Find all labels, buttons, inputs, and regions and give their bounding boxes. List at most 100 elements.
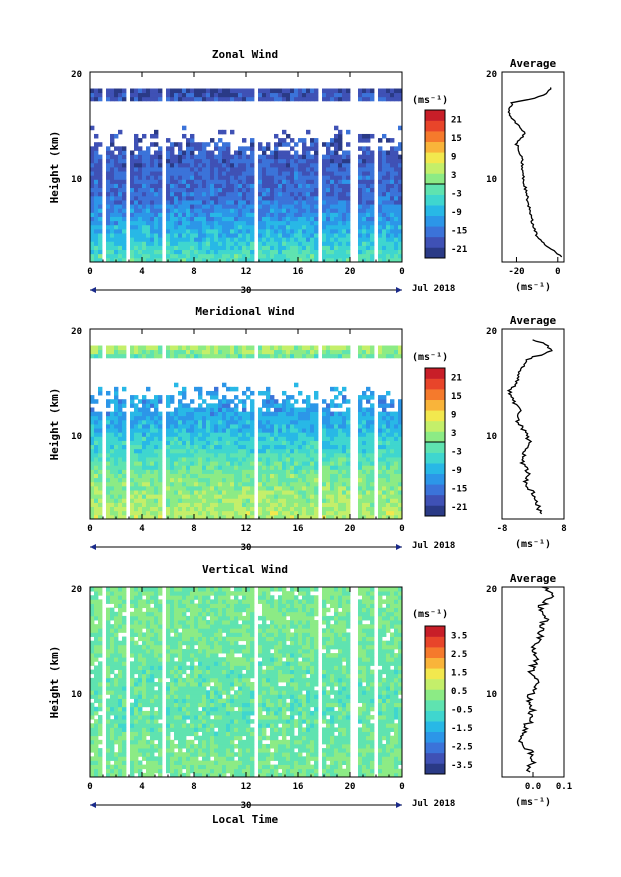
heatmap-cell xyxy=(242,407,246,412)
heatmap-cell xyxy=(314,204,318,209)
heatmap-cell xyxy=(330,245,334,250)
heatmap-cell xyxy=(182,486,186,491)
heatmap-cell xyxy=(266,350,270,355)
heatmap-cell xyxy=(178,407,182,412)
heatmap-cell xyxy=(186,250,190,255)
heatmap-cell xyxy=(262,445,266,450)
heatmap-cell xyxy=(118,146,122,151)
heatmap-cell xyxy=(234,233,238,238)
heatmap-cell xyxy=(226,486,230,491)
heatmap-cell xyxy=(150,237,154,242)
heatmap-cell xyxy=(274,97,278,102)
heatmap-cell xyxy=(222,465,226,470)
heatmap-cell xyxy=(370,97,374,102)
heatmap-cell xyxy=(290,346,294,351)
heatmap-cell xyxy=(222,478,226,483)
heatmap-cell xyxy=(134,208,138,213)
heatmap-cell xyxy=(178,163,182,168)
heatmap-cell xyxy=(246,229,250,234)
heatmap-cell xyxy=(94,221,98,226)
heatmap-cell xyxy=(154,486,158,491)
heatmap-cell xyxy=(246,155,250,160)
heatmap-cell xyxy=(282,511,286,516)
heatmap-cell xyxy=(94,490,98,495)
heatmap-cell xyxy=(154,424,158,429)
heatmap-cell xyxy=(346,428,350,433)
heatmap-cell xyxy=(106,678,110,683)
heatmap-cell xyxy=(238,478,242,483)
heatmap-cell xyxy=(182,250,186,255)
heatmap-cell xyxy=(326,146,330,151)
heatmap-cell xyxy=(98,221,102,226)
heatmap-cell xyxy=(294,97,298,102)
heatmap-cell xyxy=(138,233,142,238)
heatmap-cell xyxy=(394,200,398,205)
heatmap-cell xyxy=(362,465,366,470)
heatmap-cell xyxy=(122,171,126,176)
heatmap-cell xyxy=(250,93,254,98)
heatmap-cell xyxy=(134,494,138,499)
heatmap-cell xyxy=(98,760,102,765)
heatmap-cell xyxy=(334,449,338,454)
heatmap-cell xyxy=(386,163,390,168)
heatmap-cell xyxy=(98,461,102,466)
heatmap-cell xyxy=(186,416,190,421)
heatmap-cell xyxy=(342,412,346,417)
heatmap-cell xyxy=(278,354,282,359)
heatmap-cell xyxy=(266,171,270,176)
heatmap-cell xyxy=(306,208,310,213)
heatmap-cell xyxy=(322,89,326,94)
heatmap-cell xyxy=(238,97,242,102)
heatmap-cell xyxy=(182,478,186,483)
heatmap-cell xyxy=(94,608,98,613)
heatmap-cell xyxy=(286,150,290,155)
heatmap-cell xyxy=(242,482,246,487)
heatmap-cell xyxy=(310,237,314,242)
heatmap-cell xyxy=(118,150,122,155)
heatmap-cell xyxy=(286,175,290,180)
heatmap-cell xyxy=(170,175,174,180)
heatmap-cell xyxy=(134,184,138,189)
heatmap-cell xyxy=(334,250,338,255)
heatmap-cell xyxy=(114,424,118,429)
heatmap-cell xyxy=(122,591,126,596)
heatmap-cell xyxy=(250,241,254,246)
heatmap-cell xyxy=(322,511,326,516)
heatmap-cell xyxy=(290,179,294,184)
heatmap-cell xyxy=(182,126,186,131)
heatmap-cell xyxy=(322,212,326,217)
heatmap-cell xyxy=(154,461,158,466)
heatmap-cell xyxy=(138,221,142,226)
heatmap-cell xyxy=(110,595,114,600)
heatmap-cell xyxy=(210,179,214,184)
heatmap-cell xyxy=(90,250,94,255)
heatmap-cell xyxy=(106,686,110,691)
heatmap-cell xyxy=(266,221,270,226)
heatmap-cell xyxy=(106,346,110,351)
heatmap-cell xyxy=(310,97,314,102)
heatmap-cell xyxy=(166,175,170,180)
heatmap-cell xyxy=(302,233,306,238)
heatmap-cell xyxy=(106,645,110,650)
heatmap-cell xyxy=(206,490,210,495)
heatmap-cell xyxy=(386,192,390,197)
heatmap-cell xyxy=(226,171,230,176)
heatmap-cell xyxy=(298,250,302,255)
heatmap-cell xyxy=(390,507,394,512)
heatmap-cell xyxy=(294,399,298,404)
heatmap-cell xyxy=(370,188,374,193)
heatmap-cell xyxy=(346,130,350,135)
heatmap-cell xyxy=(394,204,398,209)
heatmap-cell xyxy=(90,97,94,102)
heatmap-cell xyxy=(150,441,154,446)
heatmap-cell xyxy=(210,155,214,160)
heatmap-cell xyxy=(142,167,146,172)
heatmap-cell xyxy=(242,155,246,160)
heatmap-cell xyxy=(378,469,382,474)
heatmap-cell xyxy=(118,727,122,732)
heatmap-cell xyxy=(394,241,398,246)
heatmap-cell xyxy=(154,507,158,512)
heatmap-cell xyxy=(394,507,398,512)
heatmap-cell xyxy=(222,346,226,351)
heatmap-cell xyxy=(302,511,306,516)
